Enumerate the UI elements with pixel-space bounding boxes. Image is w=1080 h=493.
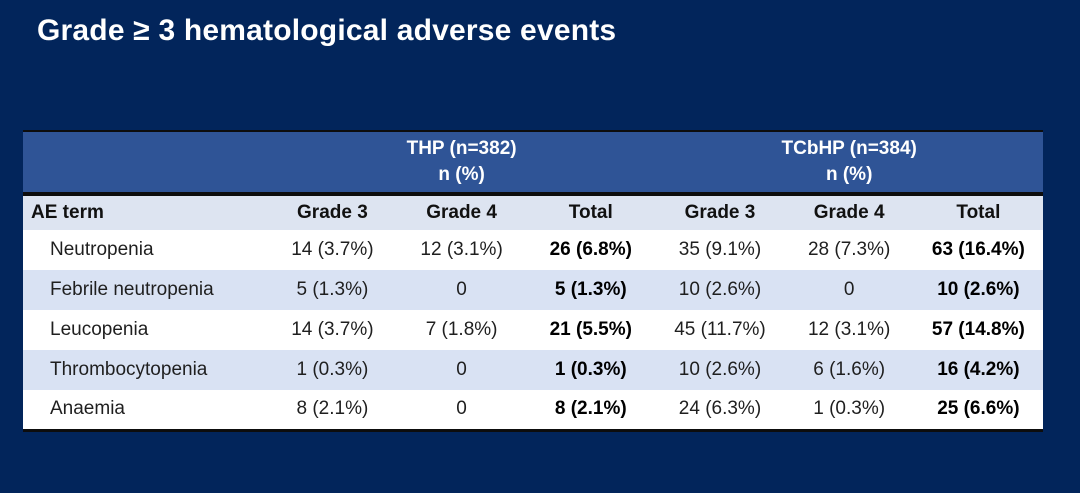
value-cell: 6 (1.6%) bbox=[784, 350, 914, 390]
total-cell: 1 (0.3%) bbox=[526, 350, 656, 390]
value-cell: 0 bbox=[784, 270, 914, 310]
group-header-tcbhp-label: TCbHP (n=384) bbox=[781, 138, 917, 160]
value-cell: 12 (3.1%) bbox=[397, 230, 527, 270]
total-cell: 10 (2.6%) bbox=[913, 270, 1043, 310]
table-row-leucopenia: Leucopenia 14 (3.7%) 7 (1.8%) 21 (5.5%) … bbox=[23, 310, 1043, 350]
ae-term-cell: Febrile neutropenia bbox=[23, 270, 268, 310]
group-header-corner-cell bbox=[23, 131, 268, 196]
ae-term-cell: Anaemia bbox=[23, 390, 268, 430]
total-cell: 16 (4.2%) bbox=[913, 350, 1043, 390]
column-header-ae-term: AE term bbox=[23, 194, 268, 230]
page-title: Grade ≥ 3 hematological adverse events bbox=[37, 14, 617, 47]
value-cell: 35 (9.1%) bbox=[655, 230, 785, 270]
ae-table: THP (n=382) n (%) TCbHP (n=384) n (%) AE… bbox=[23, 130, 1043, 432]
value-cell: 14 (3.7%) bbox=[267, 310, 397, 350]
column-header-row: AE term Grade 3 Grade 4 Total Grade 3 Gr… bbox=[23, 194, 1043, 230]
value-cell: 5 (1.3%) bbox=[267, 270, 397, 310]
value-cell: 8 (2.1%) bbox=[267, 390, 397, 430]
column-header-thp-grade4: Grade 4 bbox=[397, 194, 527, 230]
ae-table-body: Neutropenia 14 (3.7%) 12 (3.1%) 26 (6.8%… bbox=[23, 230, 1043, 430]
value-cell: 24 (6.3%) bbox=[655, 390, 785, 430]
ae-term-cell: Leucopenia bbox=[23, 310, 268, 350]
total-cell: 63 (16.4%) bbox=[913, 230, 1043, 270]
value-cell: 12 (3.1%) bbox=[784, 310, 914, 350]
table-row-anaemia: Anaemia 8 (2.1%) 0 8 (2.1%) 24 (6.3%) 1 … bbox=[23, 390, 1043, 430]
column-header-tcbhp-grade3: Grade 3 bbox=[655, 194, 785, 230]
group-header-row: THP (n=382) n (%) TCbHP (n=384) n (%) bbox=[23, 131, 1043, 196]
group-header-thp-sub: n (%) bbox=[438, 164, 485, 185]
value-cell: 10 (2.6%) bbox=[655, 350, 785, 390]
value-cell: 0 bbox=[397, 270, 527, 310]
value-cell: 7 (1.8%) bbox=[397, 310, 527, 350]
total-cell: 5 (1.3%) bbox=[526, 270, 656, 310]
value-cell: 0 bbox=[397, 390, 527, 430]
ae-term-cell: Thrombocytopenia bbox=[23, 350, 268, 390]
total-cell: 57 (14.8%) bbox=[913, 310, 1043, 350]
group-header-tcbhp-sub: n (%) bbox=[825, 164, 873, 185]
total-cell: 8 (2.1%) bbox=[526, 390, 656, 430]
total-cell: 25 (6.6%) bbox=[913, 390, 1043, 430]
column-header-tcbhp-total: Total bbox=[913, 194, 1043, 230]
value-cell: 45 (11.7%) bbox=[655, 310, 785, 350]
group-header-tcbhp: TCbHP (n=384) n (%) bbox=[655, 131, 1043, 196]
value-cell: 1 (0.3%) bbox=[267, 350, 397, 390]
value-cell: 14 (3.7%) bbox=[267, 230, 397, 270]
table-row-thrombocytopenia: Thrombocytopenia 1 (0.3%) 0 1 (0.3%) 10 … bbox=[23, 350, 1043, 390]
column-header-tcbhp-grade4: Grade 4 bbox=[784, 194, 914, 230]
total-cell: 21 (5.5%) bbox=[526, 310, 656, 350]
value-cell: 10 (2.6%) bbox=[655, 270, 785, 310]
group-header-thp-label: THP (n=382) bbox=[406, 138, 517, 160]
ae-term-cell: Neutropenia bbox=[23, 230, 268, 270]
value-cell: 1 (0.3%) bbox=[784, 390, 914, 430]
column-header-thp-total: Total bbox=[526, 194, 656, 230]
group-header-thp: THP (n=382) n (%) bbox=[267, 131, 656, 196]
total-cell: 26 (6.8%) bbox=[526, 230, 656, 270]
column-header-thp-grade3: Grade 3 bbox=[267, 194, 397, 230]
ae-table-container: THP (n=382) n (%) TCbHP (n=384) n (%) AE… bbox=[23, 130, 1043, 432]
table-row-febrile-neutropenia: Febrile neutropenia 5 (1.3%) 0 5 (1.3%) … bbox=[23, 270, 1043, 310]
value-cell: 0 bbox=[397, 350, 527, 390]
value-cell: 28 (7.3%) bbox=[784, 230, 914, 270]
table-row-neutropenia: Neutropenia 14 (3.7%) 12 (3.1%) 26 (6.8%… bbox=[23, 230, 1043, 270]
